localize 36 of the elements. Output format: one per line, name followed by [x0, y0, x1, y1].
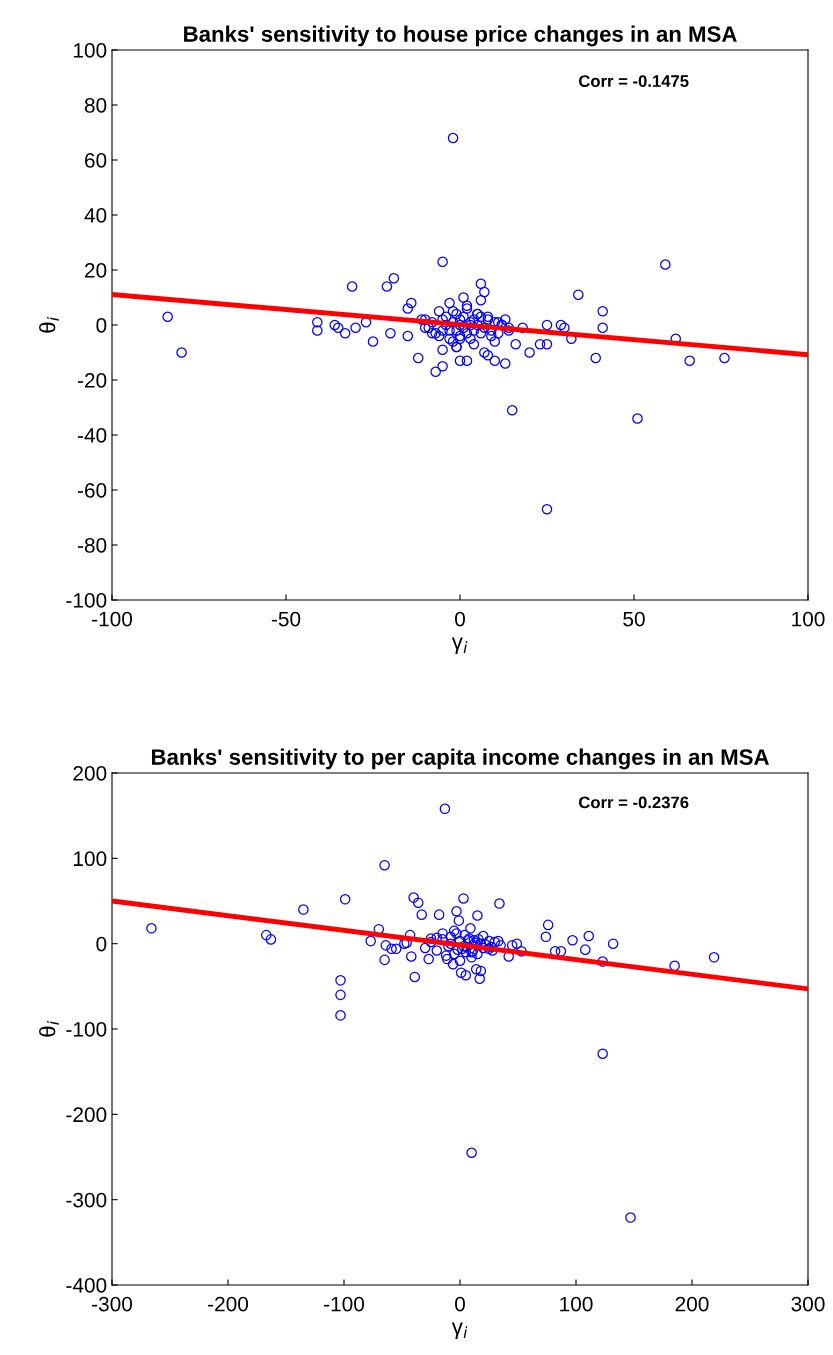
- x-tick-label: 300: [791, 1296, 825, 1312]
- y-tick-label: 100: [73, 43, 107, 58]
- y-tick-label: 0: [96, 936, 107, 952]
- x-tick-label: -50: [271, 611, 301, 627]
- x-axis-title: γ$_{i}$: [451, 637, 468, 654]
- y-tick-label: 200: [73, 766, 107, 781]
- x-tick-label: 100: [792, 611, 825, 627]
- y-tick-label: 60: [85, 153, 107, 168]
- x-axis-title: γ$_{i}$: [451, 1322, 468, 1339]
- annotation: Corr = -0.2376: [579, 796, 689, 809]
- annotation: Corr = -0.1475: [579, 75, 689, 87]
- y-tick-label: 80: [84, 98, 107, 113]
- y-tick-label: -300: [66, 1192, 107, 1208]
- y-tick-label: 100: [73, 851, 107, 867]
- x-tick-label: 0: [455, 611, 465, 627]
- y-tick-label: -100: [66, 1022, 107, 1037]
- chart-title: Banks' sensitivity to house price changes in an MSA: [184, 25, 737, 47]
- y-tick-label: 0: [96, 318, 107, 333]
- y-axis-title: θ$_{i}$: [39, 316, 59, 333]
- y-tick-label: -20: [77, 373, 107, 388]
- x-tick-label: -200: [208, 1296, 249, 1312]
- y-axis-title: θ$_{i}$: [39, 1020, 59, 1037]
- y-tick-label: -60: [77, 483, 107, 498]
- y-tick-label: 40: [84, 208, 107, 223]
- y-tick-label: -200: [66, 1107, 107, 1123]
- chart-title: Banks' sensitivity to per capita income changes in an MSA: [151, 748, 769, 770]
- x-tick-label: 50: [623, 611, 645, 627]
- y-tick-label: -40: [77, 428, 107, 443]
- y-tick-label: 20: [85, 263, 107, 278]
- x-tick-label: -100: [324, 1296, 365, 1312]
- x-tick-label: 200: [675, 1296, 709, 1312]
- x-tick-label: 0: [455, 1296, 465, 1312]
- y-tick-label: -400: [66, 1278, 107, 1293]
- y-tick-label: -100: [66, 593, 107, 608]
- x-tick-label: 100: [560, 1296, 593, 1312]
- y-tick-label: -80: [77, 538, 107, 553]
